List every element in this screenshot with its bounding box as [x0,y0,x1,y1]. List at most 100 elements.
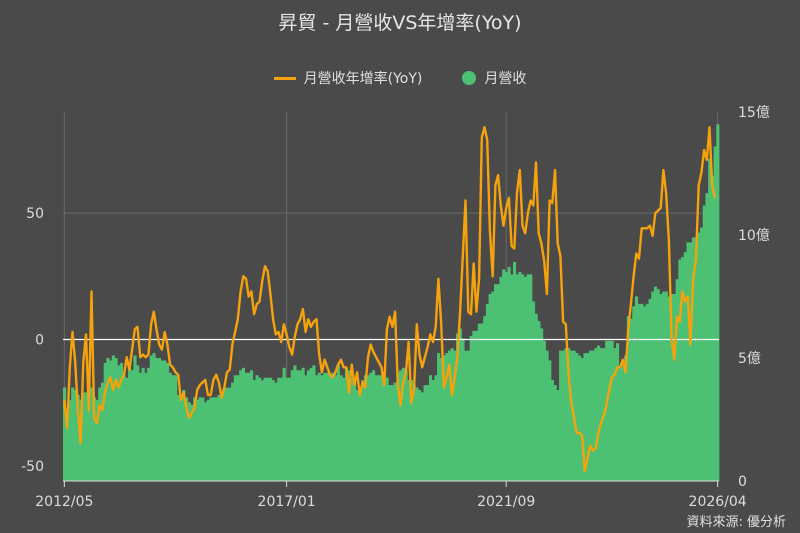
revenue-bar [415,387,419,481]
revenue-bar [450,348,454,481]
revenue-bar [339,375,343,481]
revenue-bar [529,274,533,481]
revenue-bar [515,274,519,481]
revenue-bar [277,377,281,481]
revenue-bar [122,375,126,481]
revenue-bar [610,340,614,481]
revenue-bar [466,350,471,481]
revenue-bar [201,397,205,481]
revenue-bar [225,387,229,481]
revenue-bar [621,362,625,481]
revenue-bar [407,380,411,481]
revenue-bar [182,389,186,481]
revenue-bar [128,367,132,481]
revenue-bar [439,358,443,481]
revenue-bar [483,316,487,481]
revenue-bar [214,397,218,481]
revenue-bar [250,370,254,481]
revenue-bar [412,385,416,481]
right-axis-tick: 15億 [738,105,770,121]
legend-item-yoy[interactable]: 月營收年增率(YoY) [273,68,423,88]
revenue-bar [651,291,655,481]
revenue-bar [453,350,457,481]
x-axis-tick: 2021/09 [477,494,535,510]
revenue-bar [258,377,262,481]
revenue-bar [689,242,693,481]
revenue-bar [710,175,714,481]
revenue-bar [534,313,538,481]
revenue-bar [437,353,441,481]
revenue-bar [274,382,278,481]
yoy-line [63,125,717,473]
revenue-bar [176,394,180,481]
revenue-bar [485,303,489,481]
revenue-bar [100,382,105,481]
revenue-bar [540,328,544,481]
revenue-bar [141,367,145,481]
source-credit: 資料來源: 優分析 [686,515,786,530]
x-axis-tick: 2012/05 [35,494,93,510]
revenue-bar [184,397,189,481]
revenue-bar [374,375,378,481]
revenue-bar [423,385,427,481]
revenue-bar [512,262,517,481]
revenue-bar [431,380,435,481]
revenue-bar [607,340,611,481]
revenue-bar [605,340,609,481]
revenue-bar [626,316,630,481]
revenue-bar [187,402,191,481]
revenue-bar [306,370,311,481]
revenue-bar [179,397,183,481]
revenue-bar [521,274,525,481]
revenue-bar [678,259,682,481]
revenue-bar [350,377,354,481]
revenue-bar [190,404,194,481]
revenue-bar [456,333,460,481]
revenue-bar [670,294,674,481]
revenue-bar [233,375,237,481]
revenue-bar [580,358,584,481]
revenue-bar [648,298,652,481]
revenue-bar [369,372,373,481]
revenue-bar [708,158,712,482]
revenue-bar [396,372,400,481]
revenue-bar [271,380,275,481]
revenue-bar [206,399,210,481]
chart-title: 昇貿 - 月營收VS年增率(YoY) [278,12,522,34]
revenue-bar [510,274,514,481]
revenue-bar [163,360,167,481]
legend-label-yoy: 月營收年增率(YoY) [303,71,423,87]
legend: 月營收年增率(YoY) 月營收 [0,68,800,88]
revenue-bar [694,237,698,481]
revenue-bar [545,350,549,481]
revenue-bar [537,321,541,481]
revenue-bar [95,399,99,481]
revenue-bar [523,276,527,481]
revenue-bar [98,387,102,481]
revenue-bar [71,387,75,481]
revenue-bar [220,397,224,481]
revenue-bar [653,286,658,481]
revenue-bar [217,394,221,481]
revenue-bar [469,335,473,481]
revenue-bar [282,367,286,481]
revenue-bar [228,387,232,481]
revenue-bar [705,193,709,481]
revenue-bar [342,377,346,481]
revenue-bar [298,370,302,481]
revenue-bar [363,375,368,481]
revenue-bar [575,353,579,481]
revenue-bar [567,348,571,481]
revenue-bar [195,399,199,481]
legend-item-revenue[interactable]: 月營收 [462,68,526,88]
revenue-bar [578,355,582,481]
revenue-bar [548,360,552,481]
revenue-bar [222,387,227,481]
revenue-bar [426,385,430,481]
revenue-bar [618,367,622,481]
revenue-bar [155,358,159,481]
revenue-bar [428,375,433,481]
revenue-bar [87,404,91,481]
revenue-bar [117,365,121,481]
revenue-bar [502,269,506,481]
